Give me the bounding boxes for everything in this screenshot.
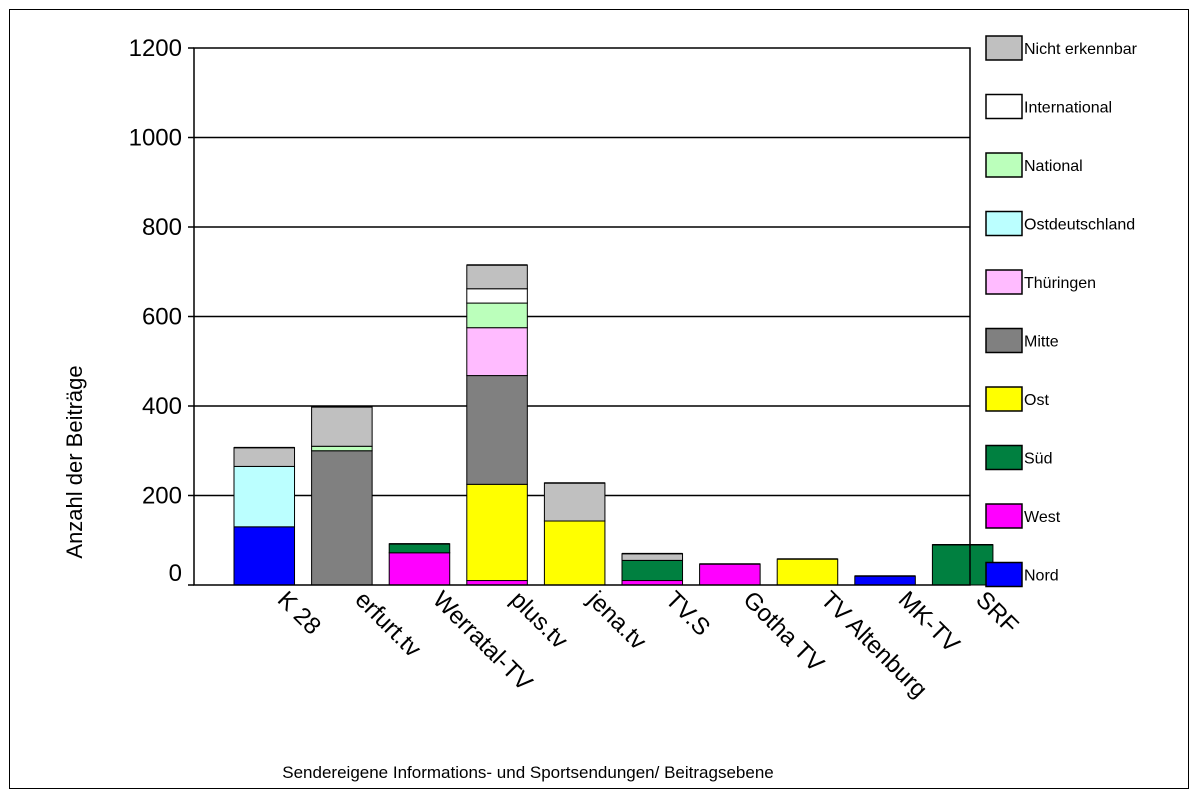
- bar-segment: [233, 465, 296, 528]
- y-tick-label: 0: [169, 560, 182, 587]
- legend: Nicht erkennbar International National Ostd…: [985, 35, 1138, 588]
- bars: [233, 264, 994, 586]
- legend-label: West: [1024, 509, 1061, 526]
- bar-segment: [311, 406, 373, 447]
- legend-swatch: [985, 503, 1023, 529]
- bar-segment: [466, 264, 528, 290]
- x-tick-label: SRF: [970, 586, 1023, 639]
- bar-segment: [854, 575, 916, 586]
- bar-segment: [699, 563, 761, 586]
- legend-swatch: [985, 386, 1023, 412]
- legend-label: Nord: [1024, 568, 1059, 585]
- bar-segment: [311, 450, 373, 586]
- legend-swatch: [985, 444, 1023, 471]
- legend-label: Nicht erkennbar: [1024, 41, 1138, 58]
- x-axis-label: Sendereigene Informations- und Sportsend…: [282, 763, 773, 782]
- y-axis-ticks: 0 200 400 600 800 1000 1200: [129, 35, 194, 587]
- bar-segment: [466, 375, 528, 485]
- legend-label: Ost: [1024, 392, 1049, 409]
- legend-swatch: [985, 327, 1023, 354]
- bar-segment: [388, 543, 451, 554]
- gridlines: [194, 136, 970, 497]
- x-tick-label: TV.S: [660, 586, 715, 641]
- bar-segment: [233, 526, 296, 586]
- bar-segment: [931, 544, 994, 586]
- bar-segment: [776, 558, 839, 586]
- legend-label: Mitte: [1024, 334, 1059, 351]
- y-tick-label: 1000: [129, 125, 182, 152]
- legend-label: National: [1024, 158, 1083, 175]
- legend-swatch: [985, 269, 1023, 295]
- x-tick-label: erfurt.tv: [350, 586, 427, 663]
- bar-segment: [466, 288, 528, 304]
- legend-label: Süd: [1024, 451, 1052, 468]
- legend-swatch: [985, 561, 1023, 588]
- plot-area-border: [193, 47, 971, 586]
- y-axis-label: Anzahl der Beiträge: [62, 365, 87, 558]
- legend-label: Ostdeutschland: [1024, 217, 1135, 234]
- y-tick-label: 1200: [129, 35, 182, 62]
- legend-label: Thüringen: [1024, 275, 1096, 292]
- legend-swatch: [985, 210, 1023, 237]
- bar-segment: [621, 553, 684, 561]
- bar-segment: [543, 520, 606, 586]
- bar-segment: [543, 482, 606, 522]
- bar-segment: [466, 327, 528, 377]
- bar-segment: [388, 552, 451, 586]
- bar-segment: [233, 447, 296, 467]
- legend-swatch: [985, 152, 1023, 178]
- bar-segment: [466, 302, 528, 329]
- bar-segment: [466, 483, 528, 582]
- bar-segment: [311, 445, 373, 452]
- x-tick-label: plus.tv: [505, 586, 573, 654]
- x-tick-label: MK-TV: [893, 586, 965, 658]
- x-tick-label: jena.tv: [582, 585, 652, 655]
- legend-swatch: [985, 35, 1023, 61]
- x-tick-label: Gotha TV: [738, 586, 829, 677]
- bar-segment: [621, 559, 684, 582]
- y-tick-label: 400: [142, 393, 182, 420]
- legend-swatch: [985, 93, 1023, 120]
- x-tick-label: K 28: [272, 586, 326, 640]
- y-tick-label: 800: [142, 214, 182, 241]
- legend-label: International: [1024, 100, 1112, 117]
- y-tick-label: 200: [142, 483, 182, 510]
- chart-frame: [9, 9, 1189, 789]
- y-tick-label: 600: [142, 304, 182, 331]
